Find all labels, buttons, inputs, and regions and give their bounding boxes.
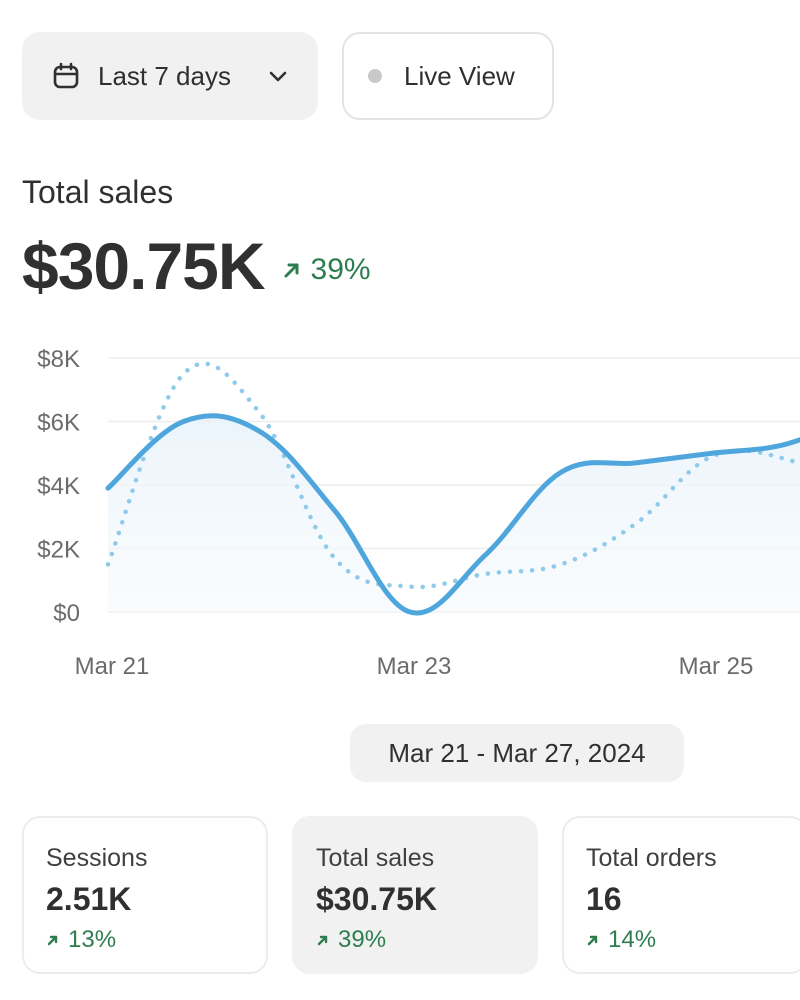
arrow-up-right-icon [284, 263, 299, 278]
arrow-up-right-icon [587, 935, 598, 946]
card-label: Total sales [316, 844, 435, 872]
y-tick-label: $6K [37, 410, 80, 437]
date-range-text: Mar 21 - Mar 27, 2024 [388, 737, 646, 768]
primary-series-area [108, 415, 800, 614]
y-tick-label: $4K [37, 473, 80, 500]
card-value: 2.51K [46, 881, 132, 917]
x-tick-label: Mar 21 [75, 653, 150, 680]
metric-value: $30.75K [22, 229, 266, 303]
arrow-up-right-icon [317, 935, 328, 946]
live-view-label: Live View [404, 60, 515, 91]
chevron-down-icon [269, 71, 287, 82]
card-value: $30.75K [316, 881, 437, 917]
metric-card-total-orders[interactable]: Total orders 16 14% [562, 816, 800, 974]
live-view-button[interactable]: Live View [342, 32, 554, 120]
metric-cards: Sessions 2.51K 13% Total sales $30.75K 3… [22, 816, 800, 974]
sales-line-chart: $8K $6K $4K $2K $0 Mar 21 Mar 23 Mar 25 [37, 346, 800, 680]
metric-change: 39% [281, 253, 371, 287]
metric-card-sessions[interactable]: Sessions 2.51K 13% [22, 816, 268, 974]
card-change-value: 13% [68, 926, 117, 953]
metric-title: Total sales [22, 174, 174, 210]
metric-change-value: 39% [310, 253, 371, 286]
comparison-series-line [105, 361, 800, 590]
date-range-label: Last 7 days [98, 60, 231, 91]
date-range-button[interactable]: Last 7 days [22, 32, 318, 120]
metric-card-total-sales[interactable]: Total sales $30.75K 39% [292, 816, 538, 974]
x-tick-label: Mar 23 [377, 653, 452, 680]
card-change-value: 39% [338, 926, 387, 953]
card-change-value: 14% [608, 926, 657, 953]
arrow-up-right-icon [47, 935, 58, 946]
calendar-icon [53, 62, 79, 89]
card-change: 39% [316, 926, 536, 954]
card-change: 14% [586, 926, 800, 954]
y-tick-label: $8K [37, 346, 80, 373]
metric-summary: $30.75K 39% [22, 228, 371, 304]
y-tick-label: $2K [37, 537, 80, 564]
card-label: Total orders [586, 844, 717, 872]
live-status-dot [368, 69, 382, 83]
primary-series-line [105, 413, 800, 616]
toolbar: Last 7 days Live View [22, 32, 554, 120]
card-value: 16 [586, 881, 622, 917]
y-tick-label: $0 [53, 600, 80, 627]
card-label: Sessions [46, 844, 148, 872]
card-change: 13% [46, 926, 266, 954]
date-range-pill: Mar 21 - Mar 27, 2024 [350, 724, 684, 782]
x-tick-label: Mar 25 [679, 653, 754, 680]
